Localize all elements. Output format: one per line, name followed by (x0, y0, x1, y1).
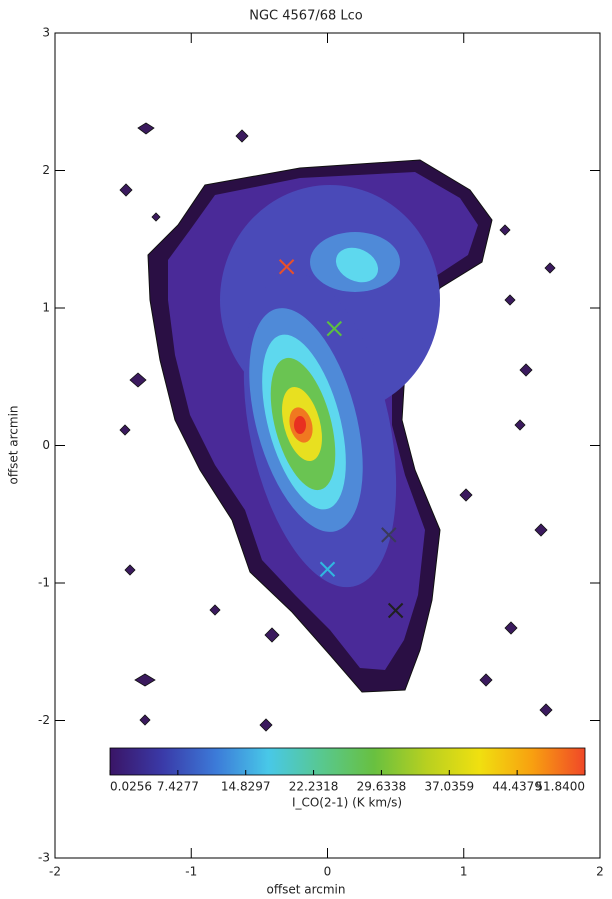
x-tick-label: 2 (596, 865, 604, 879)
x-tick-label: -2 (49, 865, 61, 879)
marker (326, 320, 343, 337)
x-tick-label: -1 (185, 865, 197, 879)
colorbar-tick-label: 0.0256 (110, 780, 152, 794)
colorbar-tick-label: 7.4277 (157, 780, 199, 794)
marker-stroke (319, 561, 336, 577)
x-tick-label: 1 (460, 865, 468, 879)
marker-stroke (326, 320, 343, 337)
contour-field (119, 122, 556, 732)
y-tick-label: 2 (42, 163, 50, 177)
marker (278, 259, 295, 275)
colorbar-tick-label: 29.6338 (357, 780, 407, 794)
colorbar (109, 747, 586, 776)
marker (319, 561, 336, 577)
y-tick-label: -2 (38, 713, 50, 727)
colorbar-label: I_CO(2-1) (K km/s) (292, 796, 402, 810)
chart-title: NGC 4567/68 Lco (249, 9, 363, 24)
marker-stroke (387, 602, 404, 619)
colorbar-tick-label: 44.4379 (492, 780, 542, 794)
colorbar-tick-label: 14.8297 (221, 780, 271, 794)
marker-stroke (381, 527, 397, 543)
y-tick-label: 0 (42, 438, 50, 452)
colorbar-tick-label: 51.8400 (535, 780, 585, 794)
x-axis-label: offset arcmin (266, 883, 345, 897)
y-tick-label: -3 (38, 851, 50, 865)
y-tick-label: -1 (38, 576, 50, 590)
y-tick-label: 1 (42, 301, 50, 315)
x-tick-label: 0 (324, 865, 332, 879)
marker (387, 602, 404, 619)
marker (381, 527, 397, 543)
y-axis-label: offset arcmin (7, 405, 21, 484)
y-tick-label: 3 (42, 26, 50, 40)
colorbar-tick-label: 37.0359 (424, 780, 474, 794)
marker-stroke (278, 259, 295, 275)
colorbar-tick-label: 22.2318 (289, 780, 339, 794)
